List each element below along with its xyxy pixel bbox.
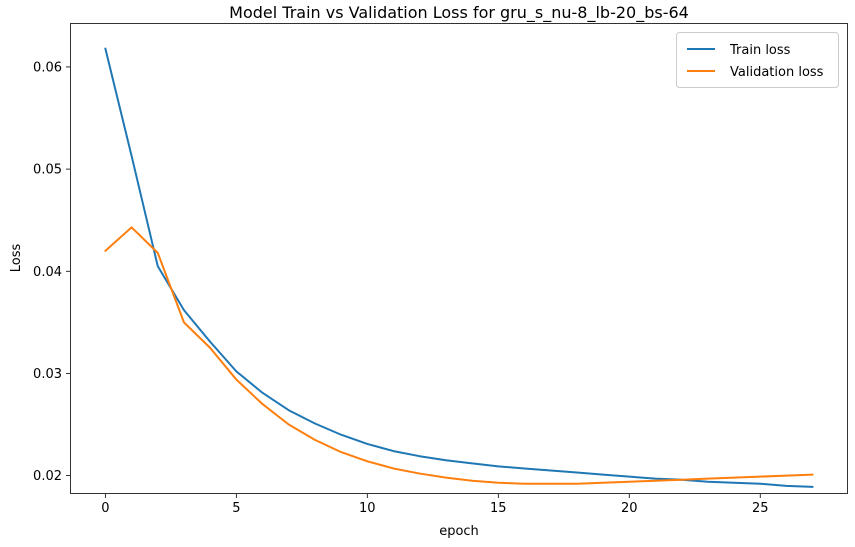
x-tick-label: 25 [752,501,769,516]
y-axis-ticks: 0.02 0.03 0.04 0.05 0.06 [33,60,70,484]
chart-title: Model Train vs Validation Loss for gru_s… [229,3,689,23]
y-tick-label: 0.04 [33,265,62,280]
validation-loss-line [104,226,814,485]
legend-label-train: Train loss [729,43,791,58]
plot-area [70,23,848,494]
y-tick-label: 0.05 [33,163,62,178]
series-lines [104,47,814,488]
x-axis-ticks: 0 5 10 15 20 25 [101,494,769,516]
y-tick-label: 0.06 [33,60,62,75]
train-loss-line [104,47,814,488]
x-tick-label: 0 [101,501,109,516]
legend-label-validation: Validation loss [730,65,824,80]
y-tick-label: 0.03 [33,367,62,382]
x-axis-label: epoch [439,524,479,539]
legend-box [676,32,839,88]
y-tick-label: 0.02 [33,469,62,484]
x-tick-label: 15 [490,501,507,516]
y-axis-label: Loss [9,244,24,273]
x-tick-label: 5 [232,501,240,516]
legend: Train loss Validation loss [676,32,839,88]
x-tick-label: 10 [359,501,376,516]
x-tick-label: 20 [621,501,638,516]
